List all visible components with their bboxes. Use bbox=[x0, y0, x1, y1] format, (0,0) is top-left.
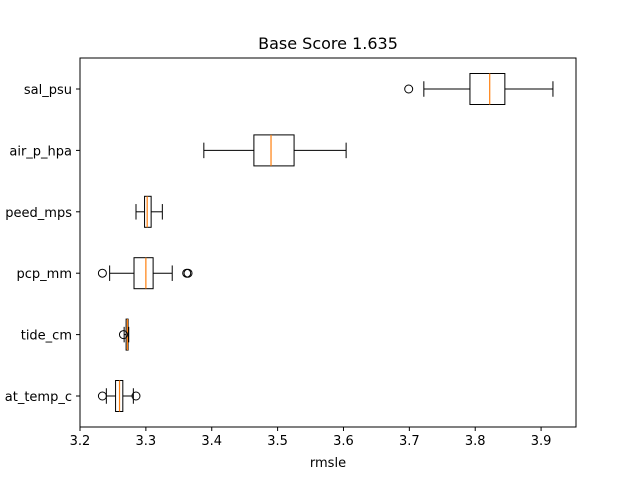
x-tick-label: 3.6 bbox=[333, 434, 354, 449]
outlier-point bbox=[97, 268, 107, 278]
x-tick-label: 3.2 bbox=[70, 434, 91, 449]
outlier-point bbox=[131, 391, 141, 401]
x-tick-label: 3.3 bbox=[136, 434, 157, 449]
x-tick-label: 3.9 bbox=[531, 434, 552, 449]
box-peed-mps bbox=[135, 195, 163, 228]
iqr-box bbox=[253, 134, 295, 167]
x-axis-ticks: 3.2 3.3 3.4 3.5 3.6 3.7 3.8 3.9 bbox=[70, 427, 552, 449]
iqr-box bbox=[133, 257, 154, 290]
plot-marks bbox=[97, 73, 554, 412]
x-tick-label: 3.7 bbox=[399, 434, 420, 449]
box-air-p-hpa bbox=[203, 134, 347, 167]
y-tick-label: sal_psu bbox=[24, 83, 72, 98]
outlier-point bbox=[118, 330, 128, 340]
outlier-point bbox=[97, 391, 107, 401]
box-pcp-mm bbox=[97, 257, 193, 290]
plot-area-frame bbox=[79, 57, 577, 428]
iqr-box bbox=[469, 73, 506, 105]
y-tick-label: at_temp_c bbox=[5, 390, 72, 405]
y-tick-label: air_p_hpa bbox=[9, 144, 72, 159]
y-tick-label: tide_cm bbox=[21, 329, 72, 344]
chart-title: Base Score 1.635 bbox=[258, 34, 398, 53]
x-tick-label: 3.5 bbox=[267, 434, 288, 449]
box-tide-cm bbox=[118, 318, 130, 351]
y-tick-label: peed_mps bbox=[5, 206, 72, 221]
iqr-box bbox=[144, 195, 152, 228]
y-axis-ticks: at_temp_c tide_cm pcp_mm peed_mps air_p_hpa s… bbox=[5, 83, 80, 405]
y-tick-label: pcp_mm bbox=[17, 267, 72, 282]
outlier-point bbox=[404, 84, 414, 94]
outlier-point bbox=[183, 268, 193, 278]
x-axis-label: rmsle bbox=[310, 456, 346, 471]
box-at-temp-c bbox=[97, 380, 141, 412]
x-tick-label: 3.8 bbox=[465, 434, 486, 449]
box-sal-psu bbox=[404, 73, 554, 105]
x-tick-label: 3.4 bbox=[201, 434, 222, 449]
